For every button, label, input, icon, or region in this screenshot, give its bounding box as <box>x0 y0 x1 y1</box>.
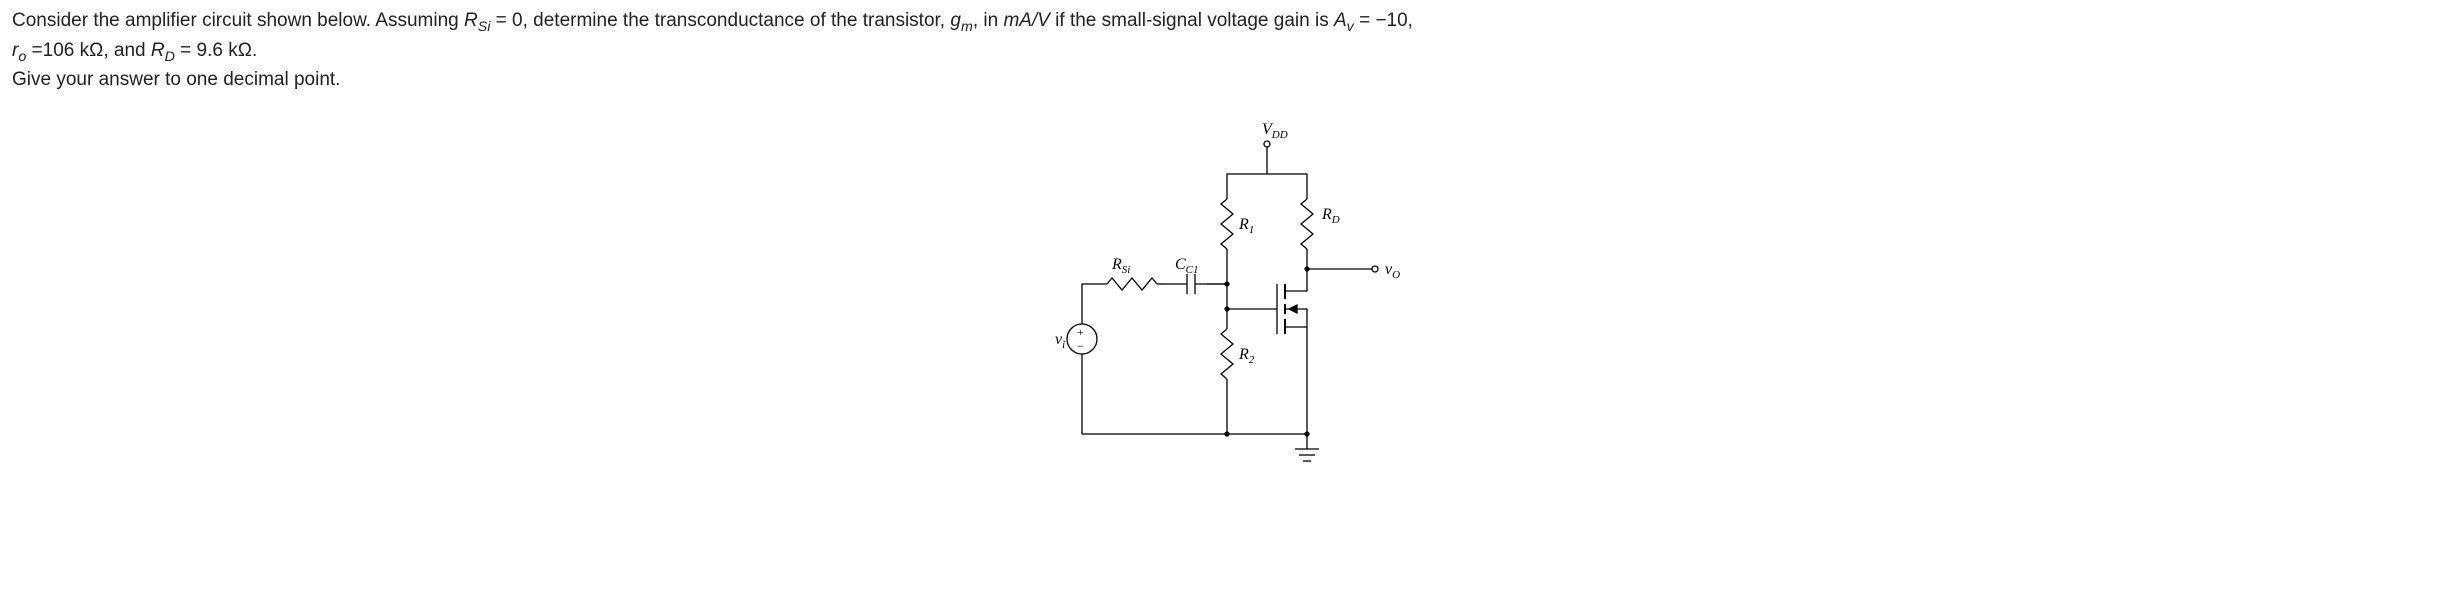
vdd-label: VDD <box>1262 121 1288 141</box>
text: if the small-signal voltage gain is <box>1050 10 1334 31</box>
node <box>1225 432 1229 436</box>
circuit-svg: VDD R1 RD vO <box>977 114 1477 494</box>
node <box>1225 307 1229 311</box>
resistor-rsi <box>1107 278 1157 290</box>
text: Consider the amplifier circuit shown bel… <box>12 10 464 31</box>
gm-sym: g <box>950 10 961 31</box>
vo-terminal <box>1372 266 1378 272</box>
r1-label: R1 <box>1238 216 1254 236</box>
vi-plus: + <box>1077 325 1084 339</box>
r2-label: R2 <box>1238 346 1255 366</box>
units: mA/V <box>1003 10 1049 31</box>
resistor-rd <box>1301 199 1313 249</box>
resistor-r2 <box>1221 329 1233 379</box>
rsi-sub: Si <box>478 19 491 35</box>
mosfet-symbol <box>1277 284 1307 334</box>
node <box>1305 267 1309 271</box>
text: = 9.6 kΩ. <box>175 40 257 61</box>
text: , in <box>973 10 1004 31</box>
rd-label: RD <box>1321 206 1340 226</box>
vo-label: vO <box>1385 261 1400 281</box>
rd-sub: D <box>165 49 175 65</box>
rsi-sym: R <box>464 10 478 31</box>
gm-sub: m <box>961 19 973 35</box>
cc1-label: CC1 <box>1175 256 1199 276</box>
av-sym: A <box>1334 10 1347 31</box>
av-sub: v <box>1347 19 1354 35</box>
instruction: Give your answer to one decimal point. <box>12 69 340 90</box>
text: =106 kΩ, and <box>26 40 151 61</box>
resistor-r1 <box>1221 199 1233 249</box>
vi-minus: − <box>1077 339 1084 353</box>
vdd-terminal <box>1264 141 1270 147</box>
text: = −10, <box>1354 10 1413 31</box>
rd-sym: R <box>151 40 165 61</box>
problem-statement: Consider the amplifier circuit shown bel… <box>12 8 2442 94</box>
rsi-label: RSi <box>1111 256 1130 276</box>
vi-label: vi <box>1055 331 1065 351</box>
circuit-diagram: VDD R1 RD vO <box>12 114 2442 503</box>
text: = 0, determine the transconductance of t… <box>490 10 950 31</box>
node <box>1305 432 1309 436</box>
